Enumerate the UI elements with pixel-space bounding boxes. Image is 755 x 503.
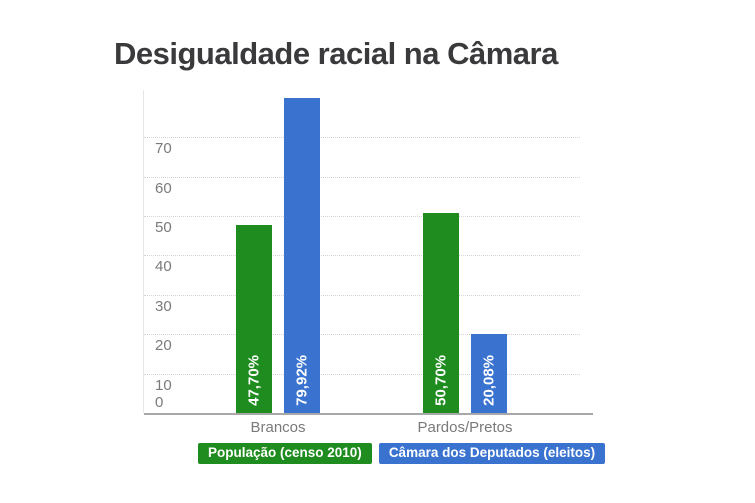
y-tick-label-0: 0 (155, 394, 164, 411)
gridline-10 (144, 373, 580, 375)
legend-item-0: População (censo 2010) (198, 443, 372, 464)
y-tick-label-40: 40 (155, 258, 172, 276)
bar-value-label: 20,08% (480, 355, 498, 406)
gridline-70 (144, 137, 580, 139)
bar-value-label: 47,70% (245, 355, 263, 406)
y-tick-label-20: 20 (155, 337, 172, 355)
x-axis-line (144, 413, 594, 415)
chart-title: Desigualdade racial na Câmara (114, 36, 558, 71)
y-tick-label-50: 50 (155, 219, 172, 237)
x-category-label-1: Pardos/Pretos (417, 419, 513, 436)
gridline-20 (144, 334, 580, 336)
bar-value-label: 79,92% (293, 355, 311, 406)
bar-brancos-series-0: 47,70% (236, 225, 272, 413)
bar-brancos-series-1: 79,92% (284, 98, 320, 413)
bar-pardos-pretos-series-1: 20,08% (471, 333, 507, 413)
y-tick-label-60: 60 (155, 179, 172, 197)
gridline-50 (144, 216, 580, 218)
legend-item-1: Câmara dos Deputados (eleitos) (378, 443, 606, 464)
y-tick-label-70: 70 (155, 140, 172, 158)
legend: População (censo 2010) Câmara dos Deputad… (198, 443, 606, 464)
plot-area: 0 10 20 30 40 50 60 70 47,70% 79,92% Brancos 50,70%… (143, 90, 594, 436)
x-category-label-0: Brancos (250, 419, 306, 436)
gridline-30 (144, 294, 580, 296)
y-tick-label-10: 10 (155, 376, 172, 394)
gridline-40 (144, 255, 580, 257)
bar-pardos-pretos-series-0: 50,70% (423, 213, 459, 413)
bar-value-label: 50,70% (432, 355, 450, 406)
gridline-60 (144, 176, 580, 178)
y-tick-label-30: 30 (155, 297, 172, 315)
